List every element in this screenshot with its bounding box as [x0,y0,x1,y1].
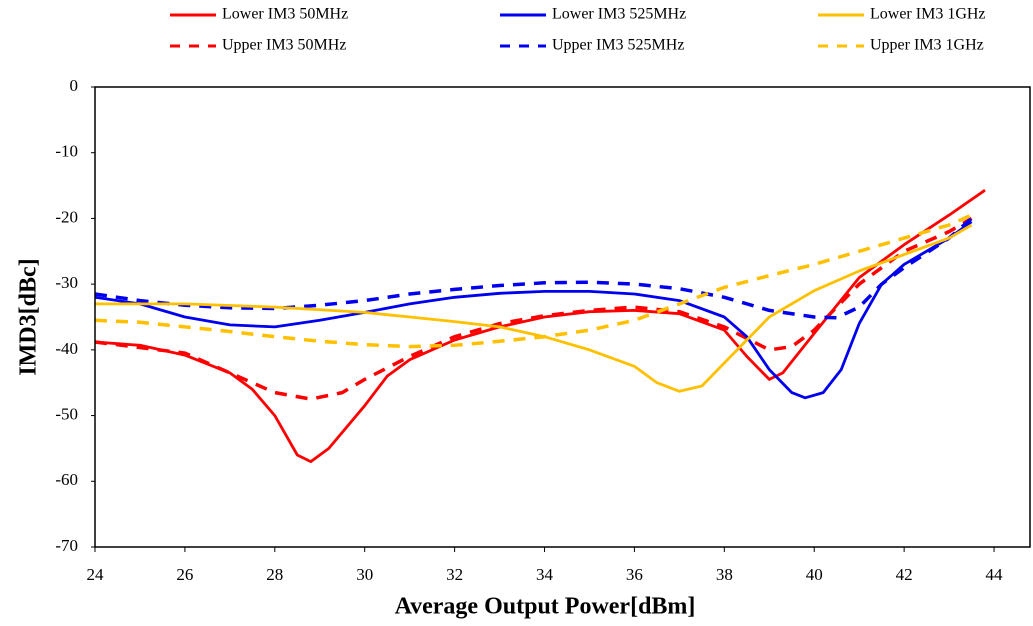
y-tick-label: -60 [55,470,78,489]
y-tick-label: -10 [55,142,78,161]
legend-label: Lower IM3 525MHz [552,6,686,23]
y-tick-label: -40 [55,339,78,358]
y-tick-label: -70 [55,536,78,555]
series-line [94,220,973,400]
x-tick-label: 28 [266,565,283,584]
x-axis-title: Average Output Power[dBm] [395,594,696,620]
plot-area [94,86,1031,548]
x-tick-label: 34 [536,565,554,584]
x-tick-label: 42 [896,565,913,584]
legend-label: Upper IM3 50MHz [222,37,346,54]
series-line [94,213,973,349]
legend-label: Lower IM3 1GHz [870,6,986,23]
y-tick-label: -20 [55,207,78,226]
y-tick-label: 0 [70,76,79,95]
series-line [95,223,973,393]
legend-label: Upper IM3 1GHz [870,37,984,54]
x-tick-label: 44 [986,565,1004,584]
legend-label: Lower IM3 50MHz [222,6,348,23]
x-tick-label: 30 [356,565,373,584]
x-tick-label: 24 [87,565,105,584]
series-line [94,217,973,320]
y-tick-label: -50 [55,404,78,423]
x-tick-label: 32 [446,565,463,584]
legend-label: Upper IM3 525MHz [552,37,684,54]
y-tick-label: -30 [55,273,78,292]
x-tick-label: 40 [806,565,823,584]
x-tick-label: 26 [176,565,193,584]
y-axis-title: IMD3[dBc] [16,258,42,375]
x-tick-label: 36 [626,565,643,584]
x-tick-label: 38 [716,565,733,584]
